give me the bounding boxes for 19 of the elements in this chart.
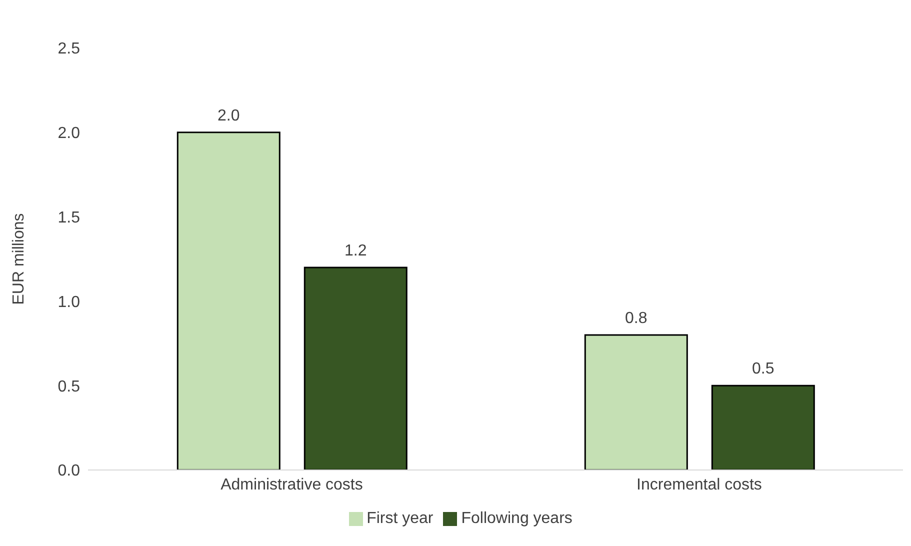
y-tick-label: 0.0 — [58, 462, 80, 480]
data-label: 2.0 — [218, 107, 240, 124]
y-axis-title: EUR millions — [10, 213, 28, 305]
legend-label: Following years — [461, 510, 572, 527]
legend-label: First year — [366, 510, 434, 527]
bar — [304, 266, 408, 470]
data-label: 0.8 — [625, 310, 648, 327]
bar — [176, 132, 280, 470]
y-tick-label: 2.0 — [58, 125, 80, 142]
data-label: 1.2 — [344, 242, 367, 260]
bar — [584, 334, 688, 470]
y-tick-label: 1.5 — [58, 209, 80, 226]
y-tick-label: 1.0 — [58, 294, 80, 311]
y-tick-label: 0.5 — [58, 378, 80, 396]
y-tick-label: 2.5 — [58, 40, 80, 58]
x-tick-label: Administrative costs — [220, 476, 363, 494]
data-label: 0.5 — [752, 360, 774, 378]
x-tick-label: Incremental costs — [636, 476, 762, 494]
bar — [711, 384, 815, 470]
